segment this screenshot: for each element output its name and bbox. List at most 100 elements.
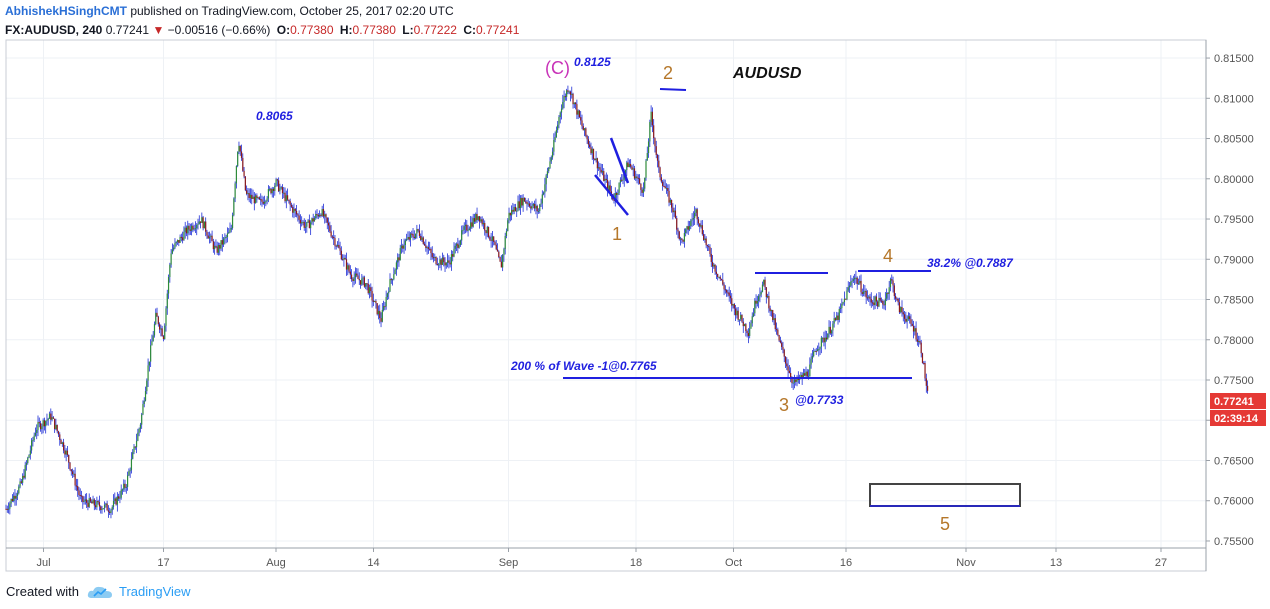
candle-body	[106, 503, 108, 511]
candle-body	[152, 335, 154, 342]
candle-body	[682, 239, 684, 242]
candle-body	[505, 230, 508, 237]
candle-body	[454, 245, 456, 249]
candle-body	[639, 178, 641, 184]
candle-body	[107, 510, 109, 512]
candle-body	[261, 199, 263, 202]
candle-body	[498, 251, 500, 258]
candle-body	[358, 279, 360, 281]
candle-body	[75, 485, 77, 487]
candle-body	[559, 112, 561, 118]
wave-2-label: 2	[663, 63, 673, 83]
candle-body	[596, 158, 598, 169]
candle-body	[900, 307, 902, 313]
x-tick-label: 13	[1050, 557, 1062, 569]
candle-body	[851, 280, 853, 282]
candle-body	[784, 356, 787, 364]
candle-body	[123, 483, 125, 490]
candle-body	[435, 257, 437, 265]
high-value: 0.77380	[352, 23, 396, 37]
candle-body	[183, 231, 185, 241]
candle-body	[627, 162, 629, 167]
candle-body	[311, 218, 313, 223]
candle-body	[889, 279, 892, 288]
candle-body	[445, 262, 447, 266]
candle-body	[767, 295, 769, 298]
candle-body	[496, 249, 499, 252]
candle-body	[10, 499, 12, 504]
candle-body	[923, 362, 925, 364]
candle-body	[521, 197, 523, 206]
x-tick-label: Nov	[956, 557, 976, 569]
candle-body	[863, 291, 865, 294]
candle-body	[481, 219, 483, 225]
fib-382-label: 38.2% @0.7887	[927, 256, 1014, 270]
author-link[interactable]: AbhishekHSinghCMT	[5, 4, 127, 18]
candle-body	[224, 237, 226, 239]
x-tick-label: 16	[840, 557, 852, 569]
candle-body	[575, 102, 577, 105]
candle-body	[461, 230, 463, 241]
candle-body	[260, 199, 262, 201]
candle-body	[688, 225, 691, 230]
candle-body	[63, 442, 65, 451]
candle-body	[199, 221, 202, 223]
candle-body	[118, 496, 120, 499]
candle-body	[557, 124, 559, 131]
candle-body	[622, 179, 624, 181]
candle-body	[351, 274, 353, 280]
candle-body	[457, 243, 459, 248]
candle-body	[708, 246, 710, 248]
candle-body	[68, 454, 70, 463]
candle-body	[633, 168, 636, 179]
candle-body	[89, 498, 92, 502]
candle-body	[690, 220, 692, 226]
candle-body	[493, 236, 495, 242]
wave-1-upper-line	[609, 137, 630, 184]
candle-body	[906, 318, 908, 322]
candle-body	[553, 140, 555, 152]
candle-body	[839, 307, 842, 309]
x-tick-label: 17	[157, 557, 169, 569]
candle-body	[467, 229, 469, 231]
candle-body	[303, 221, 305, 228]
candle-body	[43, 420, 45, 427]
candle-body	[403, 244, 405, 249]
candle-body	[329, 225, 331, 232]
candle-body	[653, 125, 655, 139]
candle-body	[841, 303, 843, 308]
candle-body	[413, 236, 415, 238]
candle-body	[883, 304, 885, 306]
candle-body	[733, 304, 735, 309]
high-price-label: 0.8065	[256, 109, 293, 123]
candle-body	[171, 249, 173, 254]
candle-body	[864, 290, 866, 292]
candle-body	[280, 187, 282, 189]
tradingview-brand[interactable]: TradingView	[118, 584, 191, 599]
candle-body	[246, 190, 248, 194]
candle-body	[340, 250, 342, 260]
candle-body	[57, 431, 60, 435]
candle-body	[770, 309, 773, 312]
candle-body	[508, 212, 510, 221]
candle-body	[857, 283, 860, 285]
candle-body	[595, 158, 597, 161]
candle-body	[357, 275, 359, 280]
candle-body	[253, 196, 255, 204]
candle-body	[793, 379, 796, 383]
countdown-badge	[1210, 410, 1266, 426]
candle-body	[472, 218, 474, 227]
candle-body	[297, 214, 299, 216]
candle-body	[742, 321, 744, 327]
candle-body	[427, 247, 429, 249]
candle-body	[740, 314, 742, 320]
candle-body	[389, 279, 391, 292]
candle-body	[703, 234, 705, 240]
candle-body	[540, 203, 542, 205]
candle-body	[219, 245, 221, 249]
candle-body	[444, 262, 446, 266]
candle-body	[386, 293, 389, 298]
candle-body	[312, 218, 314, 222]
candle-body	[919, 341, 921, 343]
